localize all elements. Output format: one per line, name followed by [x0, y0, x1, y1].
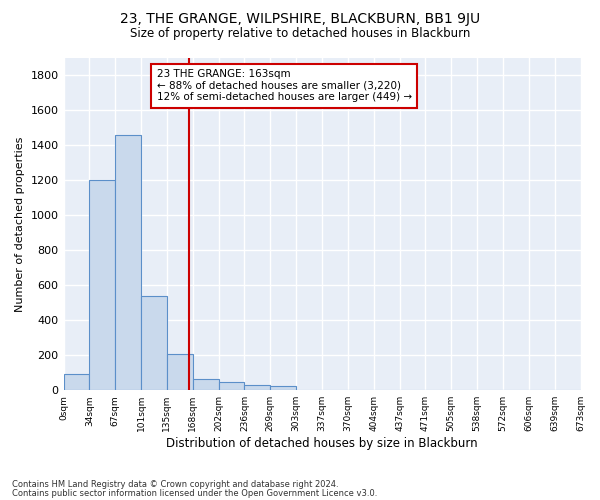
Text: Contains public sector information licensed under the Open Government Licence v3: Contains public sector information licen…: [12, 488, 377, 498]
Bar: [64, 374, 89, 390]
Text: Contains HM Land Registry data © Crown copyright and database right 2024.: Contains HM Land Registry data © Crown c…: [12, 480, 338, 489]
Bar: [141, 296, 167, 390]
Bar: [218, 382, 244, 390]
Text: 23 THE GRANGE: 163sqm
← 88% of detached houses are smaller (3,220)
12% of semi-d: 23 THE GRANGE: 163sqm ← 88% of detached …: [157, 69, 412, 102]
Text: 23, THE GRANGE, WILPSHIRE, BLACKBURN, BB1 9JU: 23, THE GRANGE, WILPSHIRE, BLACKBURN, BB…: [120, 12, 480, 26]
Bar: [115, 134, 141, 390]
Bar: [244, 385, 271, 390]
Text: Size of property relative to detached houses in Blackburn: Size of property relative to detached ho…: [130, 28, 470, 40]
Bar: [89, 180, 115, 390]
Bar: [193, 379, 218, 390]
X-axis label: Distribution of detached houses by size in Blackburn: Distribution of detached houses by size …: [166, 437, 478, 450]
Bar: [271, 386, 296, 390]
Bar: [167, 354, 193, 390]
Y-axis label: Number of detached properties: Number of detached properties: [15, 136, 25, 312]
